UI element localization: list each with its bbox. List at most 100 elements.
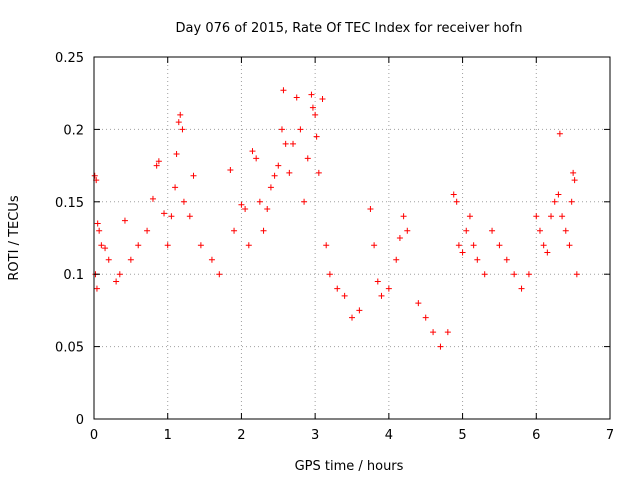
data-point — [280, 87, 287, 94]
data-point — [562, 227, 569, 234]
data-point — [544, 249, 551, 256]
data-point — [231, 227, 238, 234]
data-point — [216, 271, 223, 278]
data-point — [430, 329, 437, 336]
data-point — [304, 155, 311, 162]
data-point — [393, 256, 400, 263]
data-point — [155, 158, 162, 165]
plot-frame — [93, 56, 611, 420]
data-point — [533, 213, 540, 220]
data-point — [267, 184, 274, 191]
data-point — [249, 148, 256, 155]
data-point — [334, 285, 341, 292]
data-point — [356, 307, 363, 314]
data-point — [127, 256, 134, 263]
data-point — [511, 271, 518, 278]
x-tick-label: 4 — [385, 428, 393, 443]
data-point — [313, 133, 320, 140]
data-point — [559, 213, 566, 220]
y-tick-label: 0.2 — [63, 123, 84, 138]
data-point — [177, 111, 184, 118]
data-point — [309, 104, 316, 111]
data-point — [319, 95, 326, 102]
data-point — [96, 227, 103, 234]
data-point — [459, 249, 466, 256]
x-tick-label: 0 — [90, 428, 98, 443]
data-point — [282, 140, 289, 147]
data-point — [326, 271, 333, 278]
data-point — [548, 213, 555, 220]
data-point — [463, 227, 470, 234]
data-point — [444, 329, 451, 336]
data-point — [275, 162, 282, 169]
data-point — [179, 126, 186, 133]
data-point — [308, 91, 315, 98]
data-point — [489, 227, 496, 234]
y-tick-label: 0.05 — [55, 341, 84, 356]
data-point — [371, 242, 378, 249]
data-point — [341, 292, 348, 299]
data-point — [455, 242, 462, 249]
data-point — [153, 162, 160, 169]
data-point — [551, 198, 558, 205]
data-point — [367, 206, 374, 213]
data-point — [271, 172, 278, 179]
data-point — [301, 198, 308, 205]
data-point — [290, 140, 297, 147]
data-point — [568, 198, 575, 205]
data-point — [98, 242, 105, 249]
data-point — [415, 300, 422, 307]
data-point — [481, 271, 488, 278]
data-point — [144, 227, 151, 234]
data-point — [190, 172, 197, 179]
data-point — [172, 184, 179, 191]
data-point — [470, 242, 477, 249]
x-tick-label: 6 — [532, 428, 540, 443]
data-point — [94, 220, 101, 227]
x-tick-label: 2 — [237, 428, 245, 443]
data-point — [238, 201, 245, 208]
data-point — [164, 242, 171, 249]
data-point — [453, 198, 460, 205]
data-point — [503, 256, 510, 263]
chart-title: Day 076 of 2015, Rate Of TEC Index for r… — [176, 21, 523, 36]
data-point — [555, 191, 562, 198]
data-point — [437, 343, 444, 350]
data-point — [260, 227, 267, 234]
data-point — [400, 213, 407, 220]
data-point — [378, 292, 385, 299]
data-point — [245, 242, 252, 249]
data-point — [540, 242, 547, 249]
data-points — [91, 87, 580, 350]
y-tick-label: 0.25 — [55, 51, 84, 66]
data-point — [121, 217, 128, 224]
data-point — [208, 256, 215, 263]
data-point — [293, 94, 300, 101]
data-point — [422, 314, 429, 321]
data-point — [173, 151, 180, 158]
data-point — [135, 242, 142, 249]
data-point — [573, 271, 580, 278]
data-point — [286, 169, 293, 176]
data-point — [315, 169, 322, 176]
y-tick-label: 0 — [76, 413, 84, 428]
x-axis-label: GPS time / hours — [295, 459, 404, 474]
data-point — [536, 227, 543, 234]
grid — [94, 57, 610, 419]
data-point — [374, 278, 381, 285]
data-point — [518, 285, 525, 292]
data-point — [113, 278, 120, 285]
data-point — [474, 256, 481, 263]
x-tick-label: 1 — [164, 428, 172, 443]
y-tick-label: 0.1 — [63, 268, 84, 283]
data-point — [149, 195, 156, 202]
data-point — [566, 242, 573, 249]
data-point — [323, 242, 330, 249]
data-point — [168, 213, 175, 220]
data-point — [466, 213, 473, 220]
data-point — [312, 111, 319, 118]
data-point — [91, 172, 98, 179]
data-point — [570, 169, 577, 176]
data-point — [385, 285, 392, 292]
